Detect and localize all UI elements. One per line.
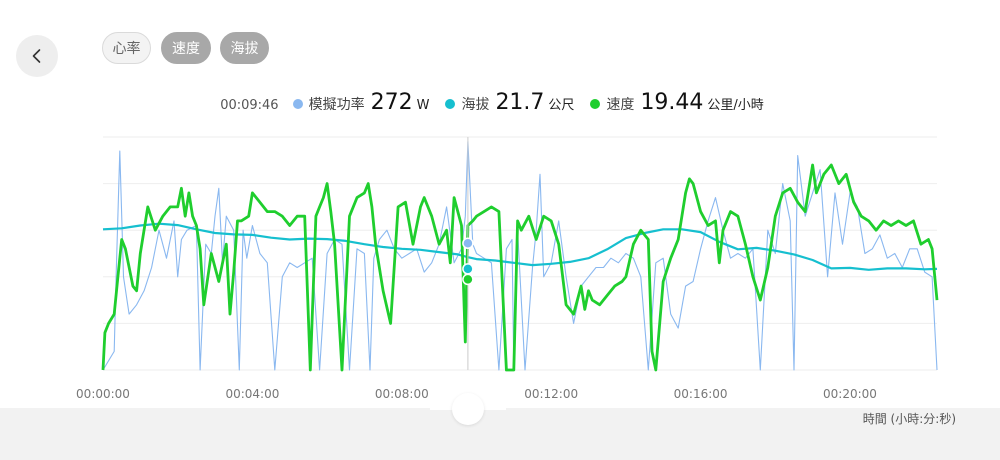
legend-power-value: 272 [370,90,413,115]
x-tick-label: 00:20:00 [823,387,877,401]
legend-altitude-name: 海拔 [461,97,490,113]
legend-speed-name: 速度 [606,97,635,113]
cursor-dot-speed [462,273,474,286]
legend-altitude-value: 21.7 [495,90,545,115]
cursor-dot-altitude [462,263,474,275]
cursor-time: 00:09:46 [220,98,279,113]
series-power-line [102,141,938,371]
chart-legend: 00:09:46 模擬功率 272 W 海拔 21.7 公尺 速度 19.44 … [0,90,1000,115]
legend-speed-value: 19.44 [640,90,704,115]
tab-altitude[interactable]: 海拔 [220,32,269,64]
legend-speed-unit: 公里/小時 [707,98,764,113]
chevron-left-icon [32,49,41,63]
x-tick-label: 00:12:00 [524,387,578,401]
altitude-dot-icon [445,99,456,109]
series-altitude-line [102,222,938,271]
tab-heart-rate[interactable]: 心率 [102,32,151,64]
x-tick-label: 00:04:00 [225,387,279,401]
x-tick-label: 00:08:00 [375,387,429,401]
x-tick-label: 00:00:00 [76,387,130,401]
legend-altitude-unit: 公尺 [548,98,575,113]
tab-speed[interactable]: 速度 [161,32,211,64]
chart-area[interactable]: 00:00:00 00:04:00 00:08:00 00:12:00 00:16:00… [0,0,1000,408]
cursor-dot-power [462,237,474,249]
x-axis-unit-label: 時間 (小時:分:秒) [862,412,956,426]
speed-dot-icon [590,99,601,109]
legend-power-name: 模擬功率 [308,97,365,113]
chart-cursor [462,137,474,370]
legend-item-altitude: 海拔 21.7 公尺 [445,90,574,115]
legend-item-speed: 速度 19.44 公里/小時 [590,90,764,115]
legend-power-unit: W [416,98,430,113]
power-dot-icon [292,99,303,109]
x-tick-label: 00:16:00 [674,387,728,401]
back-button[interactable] [16,35,58,77]
x-axis: 00:00:00 00:04:00 00:08:00 00:12:00 00:16:00… [76,387,877,401]
timeline-scrub-handle[interactable] [452,393,484,425]
chart-series [101,141,939,372]
legend-item-power: 模擬功率 272 W [292,90,430,115]
timeline-bar [0,408,1000,460]
series-speed-line [101,163,939,372]
